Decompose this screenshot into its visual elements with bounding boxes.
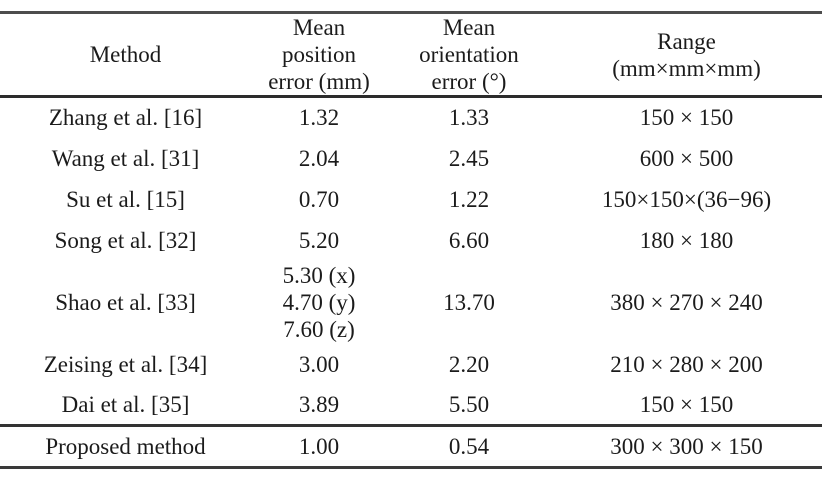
method-cell: Su et al. [15] [66,186,185,212]
table-row: Zhang et al. [16] 1.32 1.33 150 × 150 [0,97,822,138]
orientation-error-cell: 2.45 [448,145,490,171]
table-row: Wang et al. [31] 2.04 2.45 600 × 500 [0,138,822,179]
position-error-cell: 5.30 (x) 4.70 (y) 7.60 (z) [282,262,356,342]
range-cell: 600 × 500 [639,145,734,171]
position-error-cell: 1.32 [298,105,340,131]
method-cell: Song et al. [32] [54,227,197,253]
orientation-error-cell: 1.33 [448,105,490,131]
method-cell: Zeising et al. [34] [43,351,208,377]
col-header-position-error: Mean position error (mm) [251,12,387,98]
table-row: Shao et al. [33] 5.30 (x) 4.70 (y) 7.60 … [0,261,822,344]
orientation-error-cell: 13.70 [443,289,495,315]
method-cell: Wang et al. [31] [51,145,200,171]
position-error-cell: 0.70 [298,186,340,212]
position-error-cell: 5.20 [298,227,340,253]
orientation-error-cell: 2.20 [448,351,490,377]
table-row: Zeising et al. [34] 3.00 2.20 210 × 280 … [0,344,822,385]
method-cell: Zhang et al. [16] [48,105,203,131]
table-row: Su et al. [15] 0.70 1.22 150×150×(36−96) [0,179,822,220]
range-cell: 180 × 180 [639,227,734,253]
range-cell: 150 × 150 [551,384,822,427]
orientation-error-cell: 0.54 [448,434,490,459]
col-header-method: Method [0,12,251,98]
orientation-error-cell: 6.60 [448,227,490,253]
header-row: Method Mean position error (mm) Mean ori… [0,12,822,98]
orientation-error-cell: 5.50 [387,384,551,427]
col-header-orientation-error: Mean orientation error (°) [387,12,551,98]
position-error-cell: 3.00 [298,351,340,377]
range-cell: 150 × 150 [639,105,734,131]
range-cell: 150×150×(36−96) [601,186,772,212]
orientation-error-cell: 1.22 [448,186,490,212]
range-cell: 380 × 270 × 240 [610,289,763,315]
proposed-method-row: Proposed method 1.00 0.54 300 × 300 × 15… [0,426,822,468]
table-row: Song et al. [32] 5.20 6.60 180 × 180 [0,220,822,261]
method-cell: Proposed method [45,434,206,459]
position-error-cell: 3.89 [251,384,387,427]
method-cell: Shao et al. [33] [55,289,196,315]
table-row: Dai et al. [35] 3.89 5.50 150 × 150 [0,384,822,427]
method-cell: Dai et al. [35] [0,384,251,427]
range-cell: 300 × 300 × 150 [610,434,763,459]
results-table: Method Mean position error (mm) Mean ori… [0,11,822,469]
position-error-cell: 2.04 [298,145,340,171]
col-header-range: Range (mm×mm×mm) [551,12,822,98]
range-cell: 210 × 280 × 200 [610,351,763,377]
position-error-cell: 1.00 [298,434,340,459]
